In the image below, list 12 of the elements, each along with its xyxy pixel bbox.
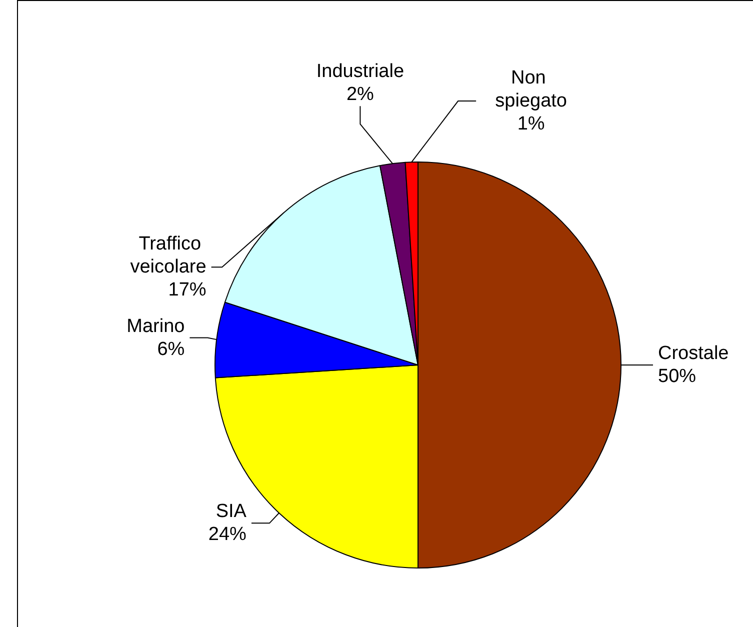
- slice-label: Traffico veicolare: [130, 234, 206, 278]
- data-label: 6%: [157, 338, 185, 360]
- data-label: 1%: [517, 114, 545, 135]
- slice-label: Non spiegato: [495, 68, 567, 112]
- data-label: 24%: [208, 524, 247, 546]
- data-label: 17%: [168, 280, 206, 301]
- slice-label: SIA: [216, 501, 247, 522]
- data-label: 2%: [346, 84, 374, 106]
- slice-label: Marino: [126, 316, 185, 337]
- slice-label: Industriale: [316, 61, 404, 82]
- slice-label: Crostale: [658, 343, 729, 364]
- data-label: 50%: [658, 366, 696, 387]
